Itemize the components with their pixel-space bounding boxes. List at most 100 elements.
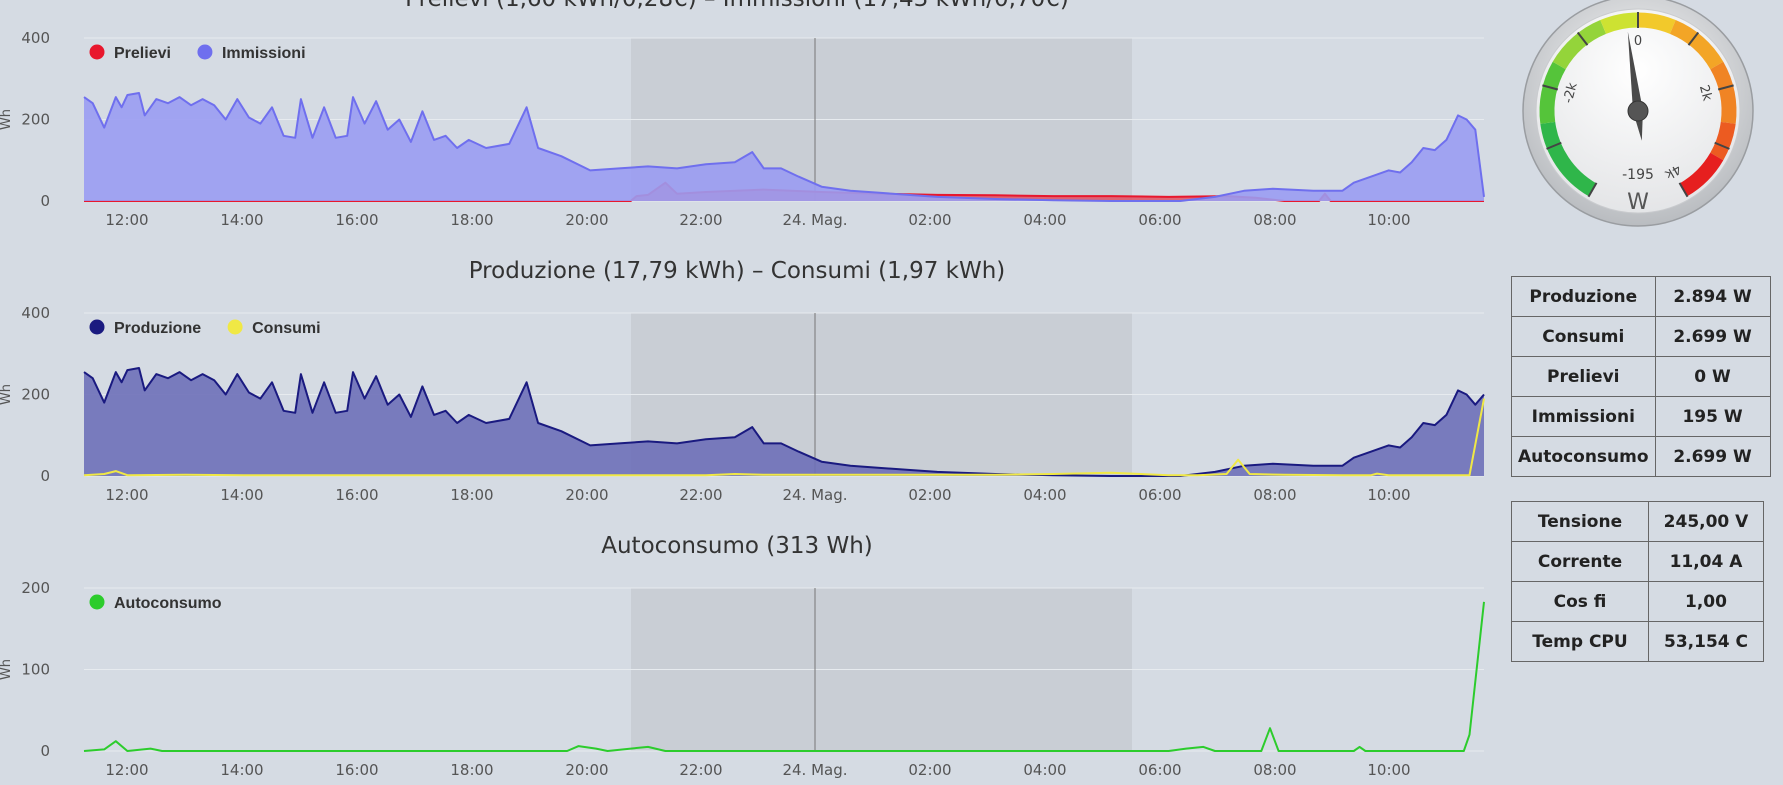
chart-title: Autoconsumo (313 Wh) bbox=[601, 533, 873, 559]
legend-marker bbox=[89, 44, 105, 60]
gauge-hub bbox=[1627, 100, 1649, 122]
gauge-dial: -2k 0 2k 4k -195 W bbox=[1522, 0, 1754, 227]
gauge-scale-label: -2k bbox=[1561, 81, 1581, 105]
x-tick-label: 10:00 bbox=[1367, 211, 1410, 229]
x-tick-label: 22:00 bbox=[679, 211, 722, 229]
x-tick-label: 04:00 bbox=[1023, 486, 1066, 504]
x-tick-label: 04:00 bbox=[1023, 761, 1066, 779]
gauge-band bbox=[1710, 61, 1737, 124]
system-value: 1,00 bbox=[1648, 581, 1764, 622]
system-row: Cos fi 1,00 bbox=[1511, 581, 1764, 622]
gauge-band bbox=[1552, 19, 1607, 70]
gauge-tick bbox=[1576, 31, 1589, 46]
power-row: Autoconsumo 2.699 W bbox=[1511, 436, 1771, 477]
x-tick-label: 10:00 bbox=[1367, 486, 1410, 504]
gauge-tick bbox=[1678, 182, 1689, 198]
legend-label: Prelievi bbox=[114, 45, 171, 62]
x-tick-label: 08:00 bbox=[1253, 486, 1296, 504]
series-area-immissioni bbox=[84, 93, 1484, 201]
y-axis-label: Wh bbox=[0, 384, 14, 405]
y-tick-label: 400 bbox=[21, 29, 50, 47]
x-tick-label: 14:00 bbox=[220, 761, 263, 779]
gauge-band bbox=[1679, 152, 1724, 197]
power-gauge: -2k 0 2k 4k -195 W bbox=[1510, 0, 1770, 240]
system-label: Tensione bbox=[1511, 501, 1649, 542]
power-value: 0 W bbox=[1654, 356, 1771, 397]
x-tick-label: 16:00 bbox=[335, 486, 378, 504]
y-tick-label: 200 bbox=[21, 111, 50, 129]
series-line-autoconsumo bbox=[83, 601, 1485, 752]
gauge-tick bbox=[1542, 84, 1559, 91]
legend-label: Produzione bbox=[114, 320, 201, 337]
power-value: 2.894 W bbox=[1654, 276, 1771, 317]
power-label: Prelievi bbox=[1511, 356, 1656, 397]
gauge-tick bbox=[1714, 141, 1730, 150]
x-tick-label: 06:00 bbox=[1138, 486, 1181, 504]
y-tick-label: 0 bbox=[40, 742, 50, 760]
x-tick-label: 08:00 bbox=[1253, 211, 1296, 229]
x-tick-label: 22:00 bbox=[679, 761, 722, 779]
chart-title: Produzione (17,79 kWh) – Consumi (1,97 k… bbox=[469, 258, 1006, 284]
legend-marker bbox=[227, 319, 243, 335]
x-tick-label: 20:00 bbox=[565, 486, 608, 504]
x-tick-label: 18:00 bbox=[450, 211, 493, 229]
x-tick-label: 02:00 bbox=[908, 211, 951, 229]
x-tick-label: 06:00 bbox=[1138, 211, 1181, 229]
x-tick-label: 24. Mag. bbox=[782, 761, 847, 779]
gauge-scale-label: 0 bbox=[1634, 34, 1642, 49]
y-tick-label: 400 bbox=[21, 304, 50, 322]
gauge-band bbox=[1637, 12, 1676, 34]
system-value: 11,04 A bbox=[1648, 541, 1764, 582]
x-tick-label: 12:00 bbox=[105, 761, 148, 779]
y-tick-label: 100 bbox=[21, 661, 50, 679]
power-value: 195 W bbox=[1654, 396, 1771, 437]
gauge-band bbox=[1540, 121, 1597, 197]
x-tick-label: 12:00 bbox=[105, 486, 148, 504]
x-tick-label: 14:00 bbox=[220, 486, 263, 504]
x-tick-label: 20:00 bbox=[565, 211, 608, 229]
power-row: Produzione 2.894 W bbox=[1511, 276, 1771, 317]
y-axis-label: Wh bbox=[0, 659, 14, 680]
gauge-band bbox=[1669, 19, 1724, 70]
legend-label: Consumi bbox=[252, 320, 320, 337]
system-value: 53,154 C bbox=[1648, 621, 1764, 662]
x-tick-label: 10:00 bbox=[1367, 761, 1410, 779]
chart-3: 0 100 200 12:00 14:00 16:00 18:00 20:00 22:00 24.… bbox=[0, 533, 1485, 779]
chart-1: 0 200 400 12:00 14:00 16:00 18:00 20:00 22:00 24.… bbox=[0, 0, 1485, 229]
y-tick-label: 0 bbox=[40, 467, 50, 485]
series-line-immissioni bbox=[83, 92, 1485, 202]
x-tick-label: 04:00 bbox=[1023, 211, 1066, 229]
power-row: Consumi 2.699 W bbox=[1511, 316, 1771, 357]
gauge-unit: W bbox=[1627, 190, 1649, 215]
x-tick-label: 18:00 bbox=[450, 761, 493, 779]
power-label: Produzione bbox=[1511, 276, 1656, 317]
gauge-scale-label: 4k bbox=[1662, 161, 1684, 182]
x-tick-label: 06:00 bbox=[1138, 761, 1181, 779]
power-label: Immissioni bbox=[1511, 396, 1656, 437]
gauge-scale-label: 2k bbox=[1696, 83, 1715, 103]
system-label: Temp CPU bbox=[1511, 621, 1649, 662]
chart-2: 0 200 400 12:00 14:00 16:00 18:00 20:00 22:00 24.… bbox=[0, 258, 1485, 504]
power-label: Autoconsumo bbox=[1511, 436, 1656, 477]
gauge-tick bbox=[1717, 84, 1734, 91]
system-value: 245,00 V bbox=[1648, 501, 1764, 542]
x-tick-label: 16:00 bbox=[335, 211, 378, 229]
y-tick-label: 200 bbox=[21, 386, 50, 404]
x-tick-label: 02:00 bbox=[908, 486, 951, 504]
x-tick-label: 22:00 bbox=[679, 486, 722, 504]
charts-area: 0 200 400 12:00 14:00 16:00 18:00 20:00 22:00 24.… bbox=[0, 0, 1485, 779]
system-row: Corrente 11,04 A bbox=[1511, 541, 1764, 582]
power-value: 2.699 W bbox=[1654, 436, 1771, 477]
power-value: 2.699 W bbox=[1654, 316, 1771, 357]
power-row: Prelievi 0 W bbox=[1511, 356, 1771, 397]
y-tick-label: 0 bbox=[40, 192, 50, 210]
x-tick-label: 24. Mag. bbox=[782, 486, 847, 504]
gauge-tick bbox=[1546, 141, 1562, 150]
legend-marker bbox=[89, 319, 105, 335]
series-line-produzione bbox=[83, 367, 1485, 477]
chart-title: Prelievi (1,60 kWh/0,28€) – Immissioni (… bbox=[405, 0, 1069, 12]
series-area-produzione bbox=[84, 368, 1484, 476]
legend-label: Autoconsumo bbox=[114, 595, 222, 612]
legend-label: Immissioni bbox=[222, 45, 306, 62]
system-row: Temp CPU 53,154 C bbox=[1511, 621, 1764, 662]
